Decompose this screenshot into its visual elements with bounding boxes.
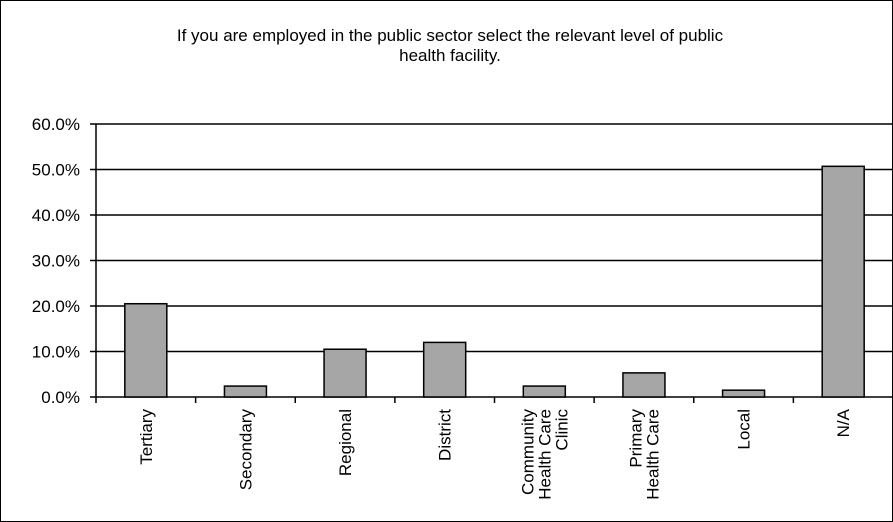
x-category-label-line: Secondary — [236, 409, 255, 491]
x-category-label-line: N/A — [834, 408, 853, 437]
x-category-label-line: Primary — [626, 409, 645, 468]
y-tick-label: 50.0% — [32, 161, 80, 180]
x-category-label-line: Regional — [336, 409, 355, 476]
y-tick-label: 40.0% — [32, 206, 80, 225]
x-category-label: Tertiary — [137, 409, 156, 465]
x-category-label-line: Health Care — [535, 409, 554, 500]
x-category-label-line: Local — [735, 409, 754, 450]
bar — [422, 341, 467, 398]
x-category-label-line: Clinic — [552, 409, 571, 451]
x-category-label-line: Health Care — [643, 409, 662, 500]
x-category-label: Local — [735, 409, 754, 450]
chart-title-line-1: If you are employed in the public sector… — [176, 26, 724, 45]
bar — [721, 389, 766, 398]
bar — [323, 348, 367, 398]
chart-title-line-2: health facility. — [399, 46, 501, 65]
x-category-label: District — [436, 409, 455, 461]
bar — [821, 165, 865, 398]
y-tick-label: 60.0% — [32, 115, 80, 134]
bar — [522, 385, 567, 398]
chart-title: If you are employed in the public sector… — [40, 26, 860, 66]
x-category-label: Secondary — [236, 409, 255, 491]
x-category-label: N/A — [834, 408, 853, 437]
x-category-label: Regional — [336, 409, 355, 476]
y-tick-label: 10.0% — [32, 343, 80, 362]
bar — [124, 302, 168, 398]
bar — [622, 372, 666, 398]
y-tick-label: 20.0% — [32, 297, 80, 316]
y-tick-label: 0.0% — [41, 388, 80, 407]
x-category-label-line: Community — [518, 409, 537, 495]
x-category-label-line: Tertiary — [137, 409, 156, 465]
bar — [223, 385, 268, 398]
x-category-label-line: District — [436, 409, 455, 461]
y-tick-label: 30.0% — [32, 252, 80, 271]
